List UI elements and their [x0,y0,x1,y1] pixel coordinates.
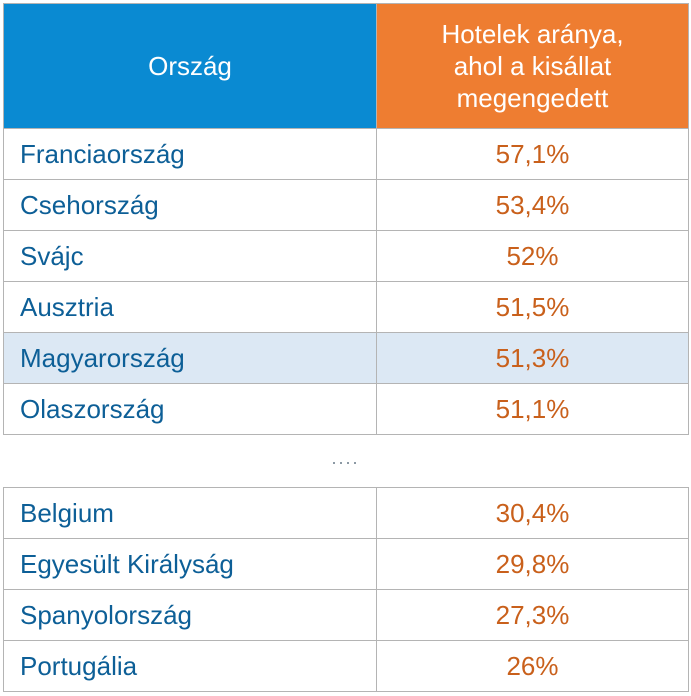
table-row: Belgium 30,4% [3,487,689,539]
table-row: Portugália 26% [3,640,689,692]
country-cell: Egyesült Királyság [3,538,377,590]
country-cell: Svájc [3,230,377,282]
rows-omitted-separator: .... [331,448,360,468]
country-cell: Magyarország [3,332,377,384]
table-row: Csehország 53,4% [3,179,689,231]
share-cell: 29,8% [376,538,689,590]
column-header-share-line-3: megengedett [456,83,609,113]
country-cell: Franciaország [3,128,377,180]
table-row: Egyesült Királyság 29,8% [3,538,689,590]
share-cell: 51,5% [376,281,689,333]
country-cell: Belgium [3,487,377,539]
table-row: Olaszország 51,1% [3,383,689,435]
column-header-country: Ország [3,3,377,129]
country-cell: Olaszország [3,383,377,435]
pet-friendly-hotels-table-top: Ország Hotelek aránya, ahol a kisállat m… [3,3,689,435]
share-cell: 52% [376,230,689,282]
country-cell: Ausztria [3,281,377,333]
country-cell: Csehország [3,179,377,231]
country-cell: Spanyolország [3,589,377,641]
column-header-share-line-1: Hotelek aránya, [441,19,624,49]
table-row: Spanyolország 27,3% [3,589,689,641]
share-cell: 26% [376,640,689,692]
table-row: Ausztria 51,5% [3,281,689,333]
share-cell: 27,3% [376,589,689,641]
share-cell: 53,4% [376,179,689,231]
pet-friendly-hotels-table-bottom: Belgium 30,4% Egyesült Királyság 29,8% S… [3,487,689,692]
column-header-share-line-2: ahol a kisállat [453,51,612,81]
share-cell: 30,4% [376,487,689,539]
share-cell: 51,3% [376,332,689,384]
share-cell: 51,1% [376,383,689,435]
share-cell: 57,1% [376,128,689,180]
table-row: Svájc 52% [3,230,689,282]
country-cell: Portugália [3,640,377,692]
table-row: Franciaország 57,1% [3,128,689,180]
table-header-row: Ország Hotelek aránya, ahol a kisállat m… [3,3,689,129]
column-header-share: Hotelek aránya, ahol a kisállat megenged… [376,3,689,129]
table-row-highlighted: Magyarország 51,3% [3,332,689,384]
